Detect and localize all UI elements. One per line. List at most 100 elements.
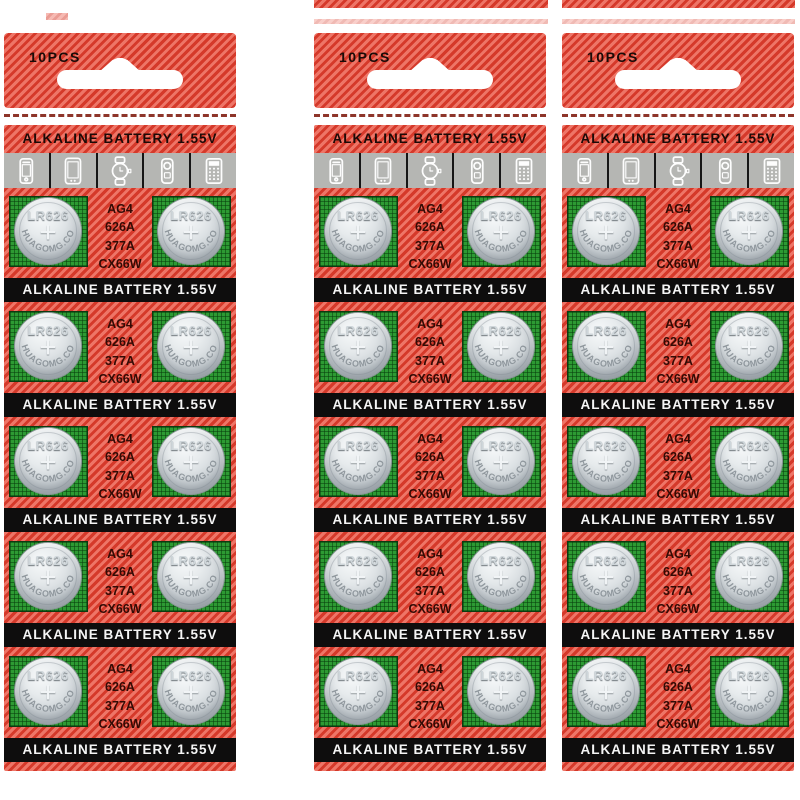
battery-well: LR626 + HUAGOMG.CO [152, 541, 231, 612]
battery-row: LR626 + HUAGOMG.CO AG4 626A 377A CX66W L… [314, 311, 546, 426]
battery-well: LR626 + HUAGOMG.CO [319, 656, 398, 727]
equivalent-code: CX66W [98, 371, 142, 386]
battery-rows: LR626 + HUAGOMG.CO AG4 626A 377A CX66W L… [562, 196, 794, 771]
equivalent-code: CX66W [98, 256, 142, 271]
equivalent-codes: AG4 626A 377A CX66W [646, 427, 710, 503]
battery-row-green: LR626 + HUAGOMG.CO AG4 626A 377A CX66W L… [314, 656, 546, 731]
battery-polarity-plus: + [492, 216, 510, 249]
button-cell-battery: LR626 + HUAGOMG.CO [15, 313, 81, 379]
svg-text:HUAGOMG.CO: HUAGOMG.CO [330, 458, 387, 484]
key-fob-icon [702, 153, 750, 188]
battery-row-green: LR626 + HUAGOMG.CO AG4 626A 377A CX66W L… [314, 196, 546, 271]
equivalent-code: CX66W [408, 601, 452, 616]
battery-well: LR626 + HUAGOMG.CO [462, 656, 541, 727]
alkaline-banner: ALKALINE BATTERY 1.55V [562, 393, 794, 417]
perforation-remnant [314, 19, 548, 24]
battery-row: LR626 + HUAGOMG.CO AG4 626A 377A CX66W L… [4, 196, 236, 311]
alkaline-banner-top: ALKALINE BATTERY 1.55V [22, 131, 218, 146]
alkaline-banner: ALKALINE BATTERY 1.55V [562, 278, 794, 302]
battery-row-green: LR626 + HUAGOMG.CO AG4 626A 377A CX66W L… [314, 426, 546, 501]
equivalent-code: AG4 [665, 317, 691, 331]
hang-tab: 10PCS [562, 33, 794, 108]
battery-row-green: LR626 + HUAGOMG.CO AG4 626A 377A CX66W L… [562, 541, 794, 616]
battery-brand-arc: HUAGOMG.CO [721, 228, 778, 254]
battery-row-green: LR626 + HUAGOMG.CO AG4 626A 377A CX66W L… [4, 311, 236, 386]
battery-row-green: LR626 + HUAGOMG.CO AG4 626A 377A CX66W L… [4, 196, 236, 271]
alkaline-banner: ALKALINE BATTERY 1.55V [4, 508, 236, 532]
svg-text:HUAGOMG.CO: HUAGOMG.CO [721, 573, 778, 599]
perforation-line [314, 114, 546, 117]
battery-polarity-plus: + [39, 446, 57, 479]
battery-well: LR626 + HUAGOMG.CO [567, 541, 646, 612]
alkaline-banner: ALKALINE BATTERY 1.55V [562, 623, 794, 647]
svg-text:HUAGOMG.CO: HUAGOMG.CO [721, 688, 778, 714]
svg-text:HUAGOMG.CO: HUAGOMG.CO [330, 573, 387, 599]
svg-text:HUAGOMG.CO: HUAGOMG.CO [578, 573, 635, 599]
button-cell-battery: LR626 + HUAGOMG.CO [716, 428, 782, 494]
equivalent-code: CX66W [98, 486, 142, 501]
battery-polarity-plus: + [39, 331, 57, 364]
svg-text:HUAGOMG.CO: HUAGOMG.CO [473, 458, 530, 484]
watch-icon [408, 153, 455, 188]
button-cell-battery: LR626 + HUAGOMG.CO [573, 543, 639, 609]
battery-well: LR626 + HUAGOMG.CO [9, 196, 88, 267]
svg-text:HUAGOMG.CO: HUAGOMG.CO [20, 228, 77, 254]
button-cell-battery: LR626 + HUAGOMG.CO [716, 313, 782, 379]
button-cell-battery: LR626 + HUAGOMG.CO [716, 198, 782, 264]
battery-row-green: LR626 + HUAGOMG.CO AG4 626A 377A CX66W L… [314, 541, 546, 616]
battery-row: LR626 + HUAGOMG.CO AG4 626A 377A CX66W L… [562, 656, 794, 771]
watch-icon [656, 153, 703, 188]
equivalent-code: AG4 [107, 317, 133, 331]
equivalent-code: AG4 [417, 662, 443, 676]
battery-brand-arc: HUAGOMG.CO [578, 688, 634, 714]
svg-text:HUAGOMG.CO: HUAGOMG.CO [20, 458, 77, 484]
equivalent-code: AG4 [417, 202, 443, 216]
pack-body: ALKALINE BATTERY 1.55V [562, 125, 794, 771]
battery-brand-arc: HUAGOMG.CO [20, 228, 77, 254]
button-cell-battery: LR626 + HUAGOMG.CO [468, 428, 534, 494]
equivalent-code: 377A [663, 698, 693, 713]
battery-polarity-plus: + [349, 216, 367, 249]
battery-row: LR626 + HUAGOMG.CO AG4 626A 377A CX66W L… [314, 656, 546, 771]
battery-well: LR626 + HUAGOMG.CO [710, 426, 789, 497]
battery-polarity-plus: + [492, 561, 510, 594]
equivalent-code: CX66W [656, 371, 700, 386]
perforation-line [4, 114, 236, 117]
euro-hang-slot [367, 70, 493, 89]
equivalent-code: 377A [663, 238, 693, 253]
equivalent-code: 626A [663, 450, 693, 465]
svg-text:HUAGOMG.CO: HUAGOMG.CO [330, 228, 387, 254]
battery-row: LR626 + HUAGOMG.CO AG4 626A 377A CX66W L… [4, 656, 236, 771]
equivalent-code: AG4 [107, 432, 133, 446]
battery-row-green: LR626 + HUAGOMG.CO AG4 626A 377A CX66W L… [4, 656, 236, 731]
battery-well: LR626 + HUAGOMG.CO [9, 541, 88, 612]
battery-well: LR626 + HUAGOMG.CO [319, 311, 398, 382]
pcs-count-label: 10PCS [29, 49, 81, 65]
perforation-line [562, 114, 794, 117]
button-cell-battery: LR626 + HUAGOMG.CO [468, 198, 534, 264]
svg-text:HUAGOMG.CO: HUAGOMG.CO [721, 228, 778, 254]
battery-brand-arc: HUAGOMG.CO [163, 343, 219, 369]
battery-rows: LR626 + HUAGOMG.CO AG4 626A 377A CX66W L… [4, 196, 236, 771]
key-fob-icon [144, 153, 192, 188]
battery-brand-arc: HUAGOMG.CO [578, 228, 634, 254]
pack-body: ALKALINE BATTERY 1.55V [4, 125, 236, 771]
battery-polarity-plus: + [740, 216, 758, 249]
battery-well: LR626 + HUAGOMG.CO [152, 196, 231, 267]
battery-row: LR626 + HUAGOMG.CO AG4 626A 377A CX66W L… [314, 196, 546, 311]
equivalent-code: 626A [663, 335, 693, 350]
equivalent-codes: AG4 626A 377A CX66W [398, 312, 462, 388]
battery-brand-arc: HUAGOMG.CO [721, 458, 777, 484]
equivalent-code: CX66W [656, 486, 700, 501]
watch-icon [98, 153, 145, 188]
alkaline-banner: ALKALINE BATTERY 1.55V [562, 508, 794, 532]
battery-brand-arc: HUAGOMG.CO [473, 343, 529, 369]
pack-body: ALKALINE BATTERY 1.55V [314, 125, 546, 771]
alkaline-banner: ALKALINE BATTERY 1.55V [314, 278, 546, 302]
equivalent-codes: AG4 626A 377A CX66W [646, 312, 710, 388]
battery-brand-arc: HUAGOMG.CO [330, 458, 387, 484]
alkaline-banner: ALKALINE BATTERY 1.55V [314, 508, 546, 532]
battery-well: LR626 + HUAGOMG.CO [567, 311, 646, 382]
equivalent-codes: AG4 626A 377A CX66W [646, 657, 710, 733]
battery-row-green: LR626 + HUAGOMG.CO AG4 626A 377A CX66W L… [4, 541, 236, 616]
